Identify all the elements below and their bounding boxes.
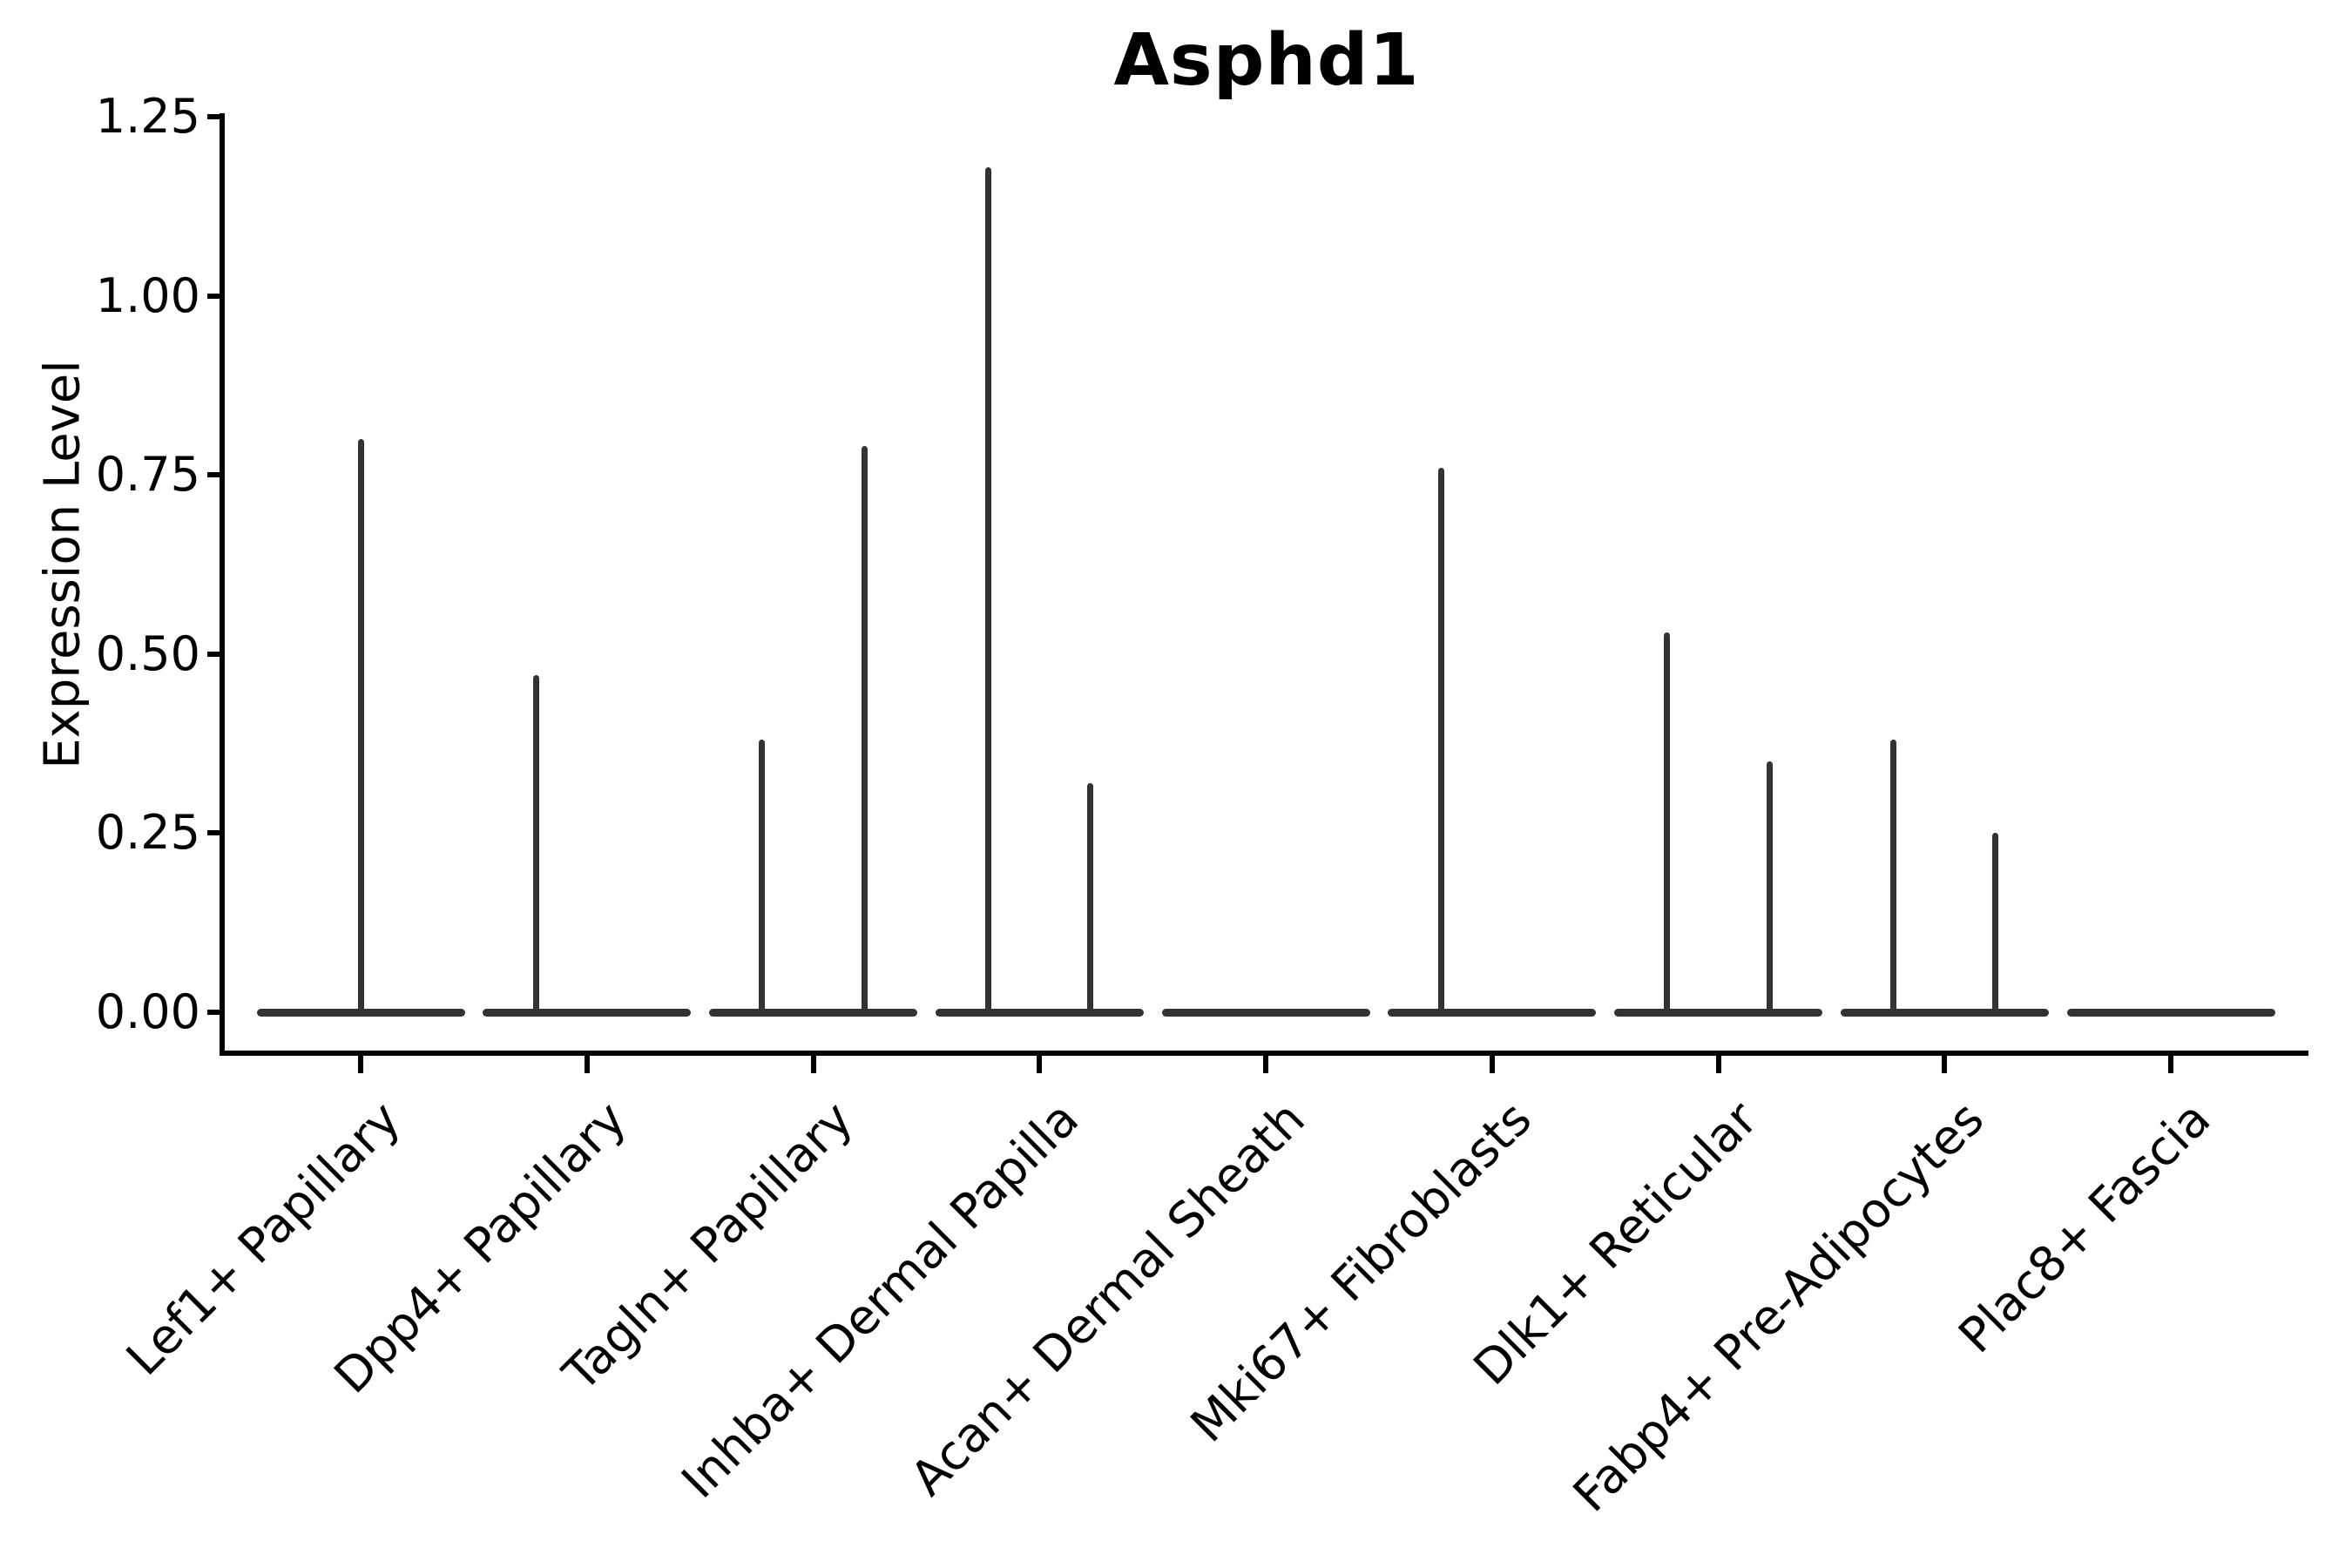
y-tick-mark (207, 1010, 225, 1015)
violin-base (483, 1008, 692, 1017)
violin-base (935, 1008, 1144, 1017)
x-axis-label: Inhba+ Dermal Papilla (671, 1091, 1090, 1510)
violin-spike (1766, 761, 1773, 1012)
x-tick-mark (1489, 1056, 1495, 1073)
x-axis-line (220, 1051, 2308, 1056)
y-axis-line (220, 113, 225, 1056)
x-tick-mark (1037, 1056, 1043, 1073)
chart-title: Asphd1 (1113, 19, 1420, 102)
x-axis-label: Fabp4+ Pre-Adipocytes (1562, 1091, 1995, 1523)
violin-base (1388, 1008, 1597, 1017)
violin-spike (1992, 833, 1999, 1012)
violin-spike (861, 446, 868, 1012)
violin-base (1840, 1008, 2049, 1017)
x-tick-mark (1715, 1056, 1721, 1073)
x-axis-label: Acan+ Dermal Sheath (900, 1091, 1316, 1507)
y-tick-mark (207, 651, 225, 657)
y-axis-title: Expression Level (34, 360, 91, 769)
y-tick-mark (207, 472, 225, 478)
y-tick-label: 0.00 (95, 984, 200, 1039)
y-tick-label: 0.25 (95, 805, 200, 861)
violin-base (256, 1008, 465, 1017)
x-tick-mark (810, 1056, 816, 1073)
y-tick-label: 0.75 (95, 447, 200, 503)
violin-base (1161, 1008, 1370, 1017)
y-tick-mark (207, 114, 225, 119)
x-tick-mark (584, 1056, 590, 1073)
violin-spike (357, 439, 364, 1012)
x-tick-mark (358, 1056, 363, 1073)
y-tick-mark (207, 293, 225, 299)
x-tick-mark (1263, 1056, 1268, 1073)
violin-spike (1087, 782, 1094, 1012)
violin-spike (532, 675, 539, 1012)
y-tick-label: 0.50 (95, 625, 200, 681)
x-tick-mark (2168, 1056, 2173, 1073)
violin-spike (1890, 740, 1897, 1012)
violin-spike (985, 166, 992, 1012)
y-tick-label: 1.00 (95, 267, 200, 323)
y-tick-mark (207, 830, 225, 836)
violin-base (2066, 1008, 2275, 1017)
x-tick-mark (1942, 1056, 1948, 1073)
violin-spike (759, 740, 766, 1012)
violin-spike (1437, 467, 1444, 1012)
violin-base (709, 1008, 917, 1017)
y-tick-label: 1.25 (95, 89, 200, 144)
violin-spike (1664, 632, 1671, 1012)
violin-base (1614, 1008, 1822, 1017)
